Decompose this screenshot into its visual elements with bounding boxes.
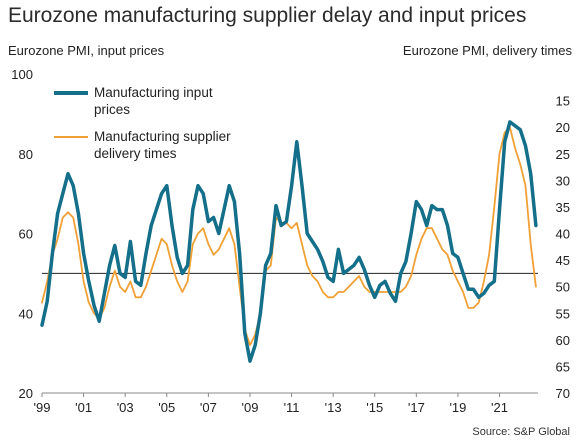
x-tick-label: '09 [241, 400, 258, 415]
left-tick-label: 40 [19, 306, 33, 321]
right-tick-label: 50 [556, 280, 570, 295]
right-tick-label: 60 [556, 333, 570, 348]
left-axis-ticks: 100 80 60 40 20 [11, 67, 33, 401]
chart-title: Eurozone manufacturing supplier delay an… [8, 4, 527, 27]
right-tick-label: 15 [556, 94, 570, 109]
series-line-delivery-times [41, 126, 537, 347]
x-tick-label: '05 [158, 400, 175, 415]
right-axis-title: Eurozone PMI, delivery times [402, 43, 572, 58]
right-tick-label: 55 [556, 306, 570, 321]
left-axis-title: Eurozone PMI, input prices [8, 43, 165, 58]
x-tick-label: '15 [366, 400, 383, 415]
right-tick-label: 40 [556, 227, 570, 242]
legend-label: Manufacturing supplier delivery times [94, 129, 231, 161]
x-tick-label: '17 [408, 400, 425, 415]
right-tick-label: 65 [556, 359, 570, 374]
series-group [40, 120, 538, 363]
right-tick-label: 70 [556, 386, 570, 401]
x-axis-ticks: '99 '01 '03 '05 '07 '09 '11 '13 '15 '17 '19 '21 [34, 393, 508, 415]
legend-label: Manufacturing input prices [94, 85, 213, 117]
right-tick-label: 25 [556, 147, 570, 162]
right-tick-label: 30 [556, 173, 570, 188]
x-tick-label: '11 [284, 400, 300, 415]
x-tick-label: '01 [75, 400, 92, 415]
left-tick-label: 20 [19, 386, 33, 401]
left-tick-label: 60 [19, 227, 33, 242]
legend: Manufacturing input prices Manufacturing s… [54, 85, 231, 161]
x-tick-label: '03 [117, 400, 134, 415]
x-tick-label: '99 [34, 400, 51, 415]
right-tick-label: 20 [556, 120, 570, 135]
series-line-input-prices [40, 120, 538, 363]
left-tick-label: 80 [19, 147, 33, 162]
right-tick-label: 35 [556, 200, 570, 215]
x-tick-label: '07 [200, 400, 217, 415]
x-tick-label: '13 [325, 400, 342, 415]
x-tick-label: '19 [449, 400, 466, 415]
x-tick-label: '21 [491, 400, 508, 415]
left-tick-label: 100 [11, 67, 33, 82]
source-note: Source: S&P Global [472, 426, 570, 438]
right-tick-label: 45 [556, 253, 570, 268]
right-axis-ticks: 15 20 25 30 35 40 45 50 55 60 65 70 [556, 94, 570, 401]
